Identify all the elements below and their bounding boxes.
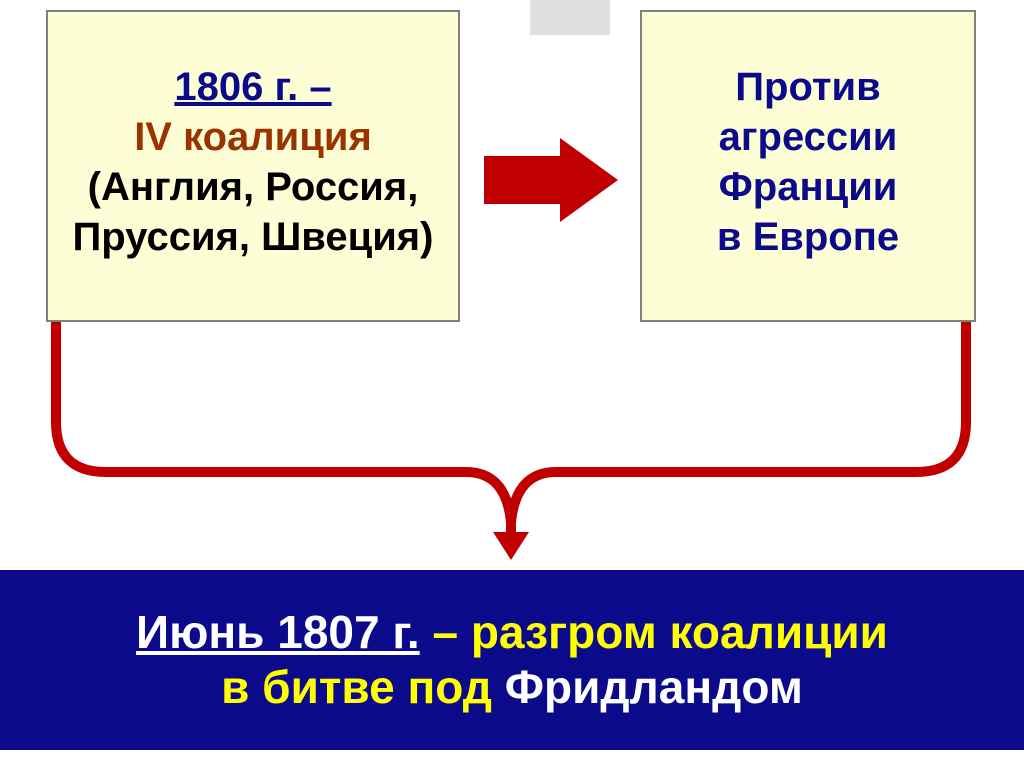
left-line4: Пруссия, Швеция) (73, 212, 434, 262)
bottom-part2: – разгром коалиции (420, 606, 888, 658)
bottom-band: Июнь 1807 г. – разгром коалиции в битве … (0, 570, 1024, 750)
bottom-line2: в битве под Фридландом (221, 660, 803, 715)
bottom-part3: в битве под (221, 661, 505, 713)
bottom-part4: Фридландом (505, 661, 803, 713)
top-grey-fragment (530, 0, 610, 35)
right-box: Против агрессии Франции в Европе (640, 10, 976, 322)
left-line2: IV коалиция (134, 112, 372, 162)
right-line2: агрессии (719, 112, 898, 162)
brace-connector-icon (46, 322, 976, 562)
left-line3: (Англия, Россия, (88, 162, 419, 212)
bottom-part1: Июнь 1807 г. (136, 606, 420, 658)
right-line4: в Европе (717, 212, 899, 262)
arrow-right-icon (484, 138, 618, 222)
left-line1: 1806 г. – (174, 62, 331, 112)
right-line3: Франции (719, 162, 898, 212)
bottom-line1: Июнь 1807 г. – разгром коалиции (136, 605, 888, 660)
right-line1: Против (735, 62, 880, 112)
left-box: 1806 г. – IV коалиция (Англия, Россия, П… (46, 10, 460, 322)
